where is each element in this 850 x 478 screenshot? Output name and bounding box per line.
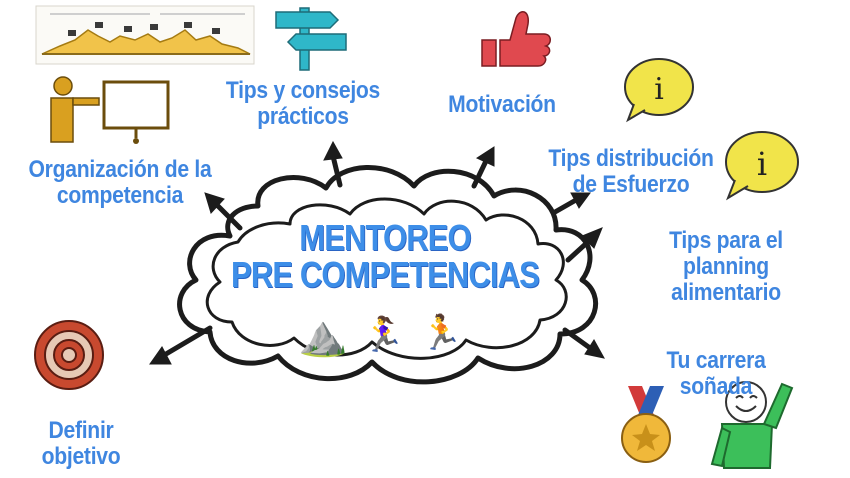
arrow-tips-distribucion <box>552 197 579 215</box>
central-cloud-inner <box>205 197 568 360</box>
svg-text:i: i <box>654 72 664 107</box>
signpost-icon <box>275 7 347 71</box>
label-tu-carrera: Tu carrera soñada <box>666 347 766 400</box>
arrow-motivacion <box>471 158 489 189</box>
svg-text:i: i <box>757 145 767 183</box>
medal-icon <box>621 386 671 463</box>
runner-woman-icon: 🏃‍♀️ <box>362 316 405 354</box>
label-tips-consejos: Tips y consejos prácticos <box>225 77 381 130</box>
runner-icon: 🏃 <box>420 314 463 352</box>
label-organizacion: Organización de la competencia <box>28 156 212 209</box>
label-definir-objetivo: Definir objetivo <box>41 417 121 470</box>
center-title: MENTOREO PRE COMPETENCIAS <box>230 217 540 295</box>
info-bubble-icon: i <box>624 58 694 123</box>
arrow-tips-consejos <box>330 153 343 188</box>
thumbs-up-icon <box>481 11 551 67</box>
target-icon <box>34 320 104 390</box>
label-tips-planning: Tips para el planning alimentario <box>669 227 783 306</box>
info-bubble-icon: i <box>725 131 799 201</box>
arrow-tu-carrera <box>562 327 593 351</box>
elevation-profile-icon <box>35 5 255 65</box>
happy-runner-icon <box>710 381 794 469</box>
arrow-definir-objetivo <box>163 325 213 357</box>
arrow-tips-planning <box>565 237 593 263</box>
arrow-organizacion <box>213 201 243 231</box>
central-cloud <box>177 165 599 385</box>
presenter-board-icon <box>50 76 170 144</box>
arrows <box>149 140 605 365</box>
label-motivacion: Motivación <box>448 91 556 118</box>
mountain-icon: ⛰️ <box>298 314 348 358</box>
center-title-line1: MENTOREO <box>299 217 471 258</box>
label-tips-distribucion: Tips distribución de Esfuerzo <box>548 145 714 198</box>
center-title-line2: PRE COMPETENCIAS <box>231 253 540 295</box>
